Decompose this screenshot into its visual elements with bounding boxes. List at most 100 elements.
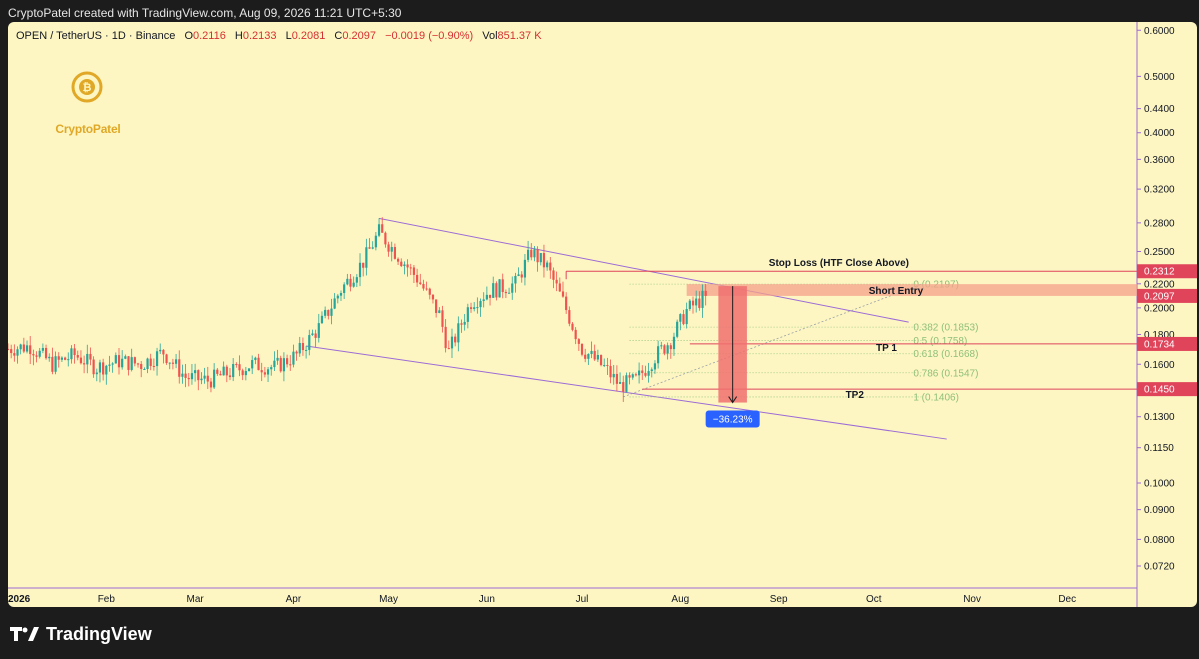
candle-down	[435, 299, 438, 313]
candle-up	[67, 359, 70, 361]
price-chart[interactable]: 0.6000 0.5000 0.4400 0.4000 0.3600 0.3200 0.28…	[8, 22, 1197, 607]
candle-up	[546, 262, 549, 268]
candle-down	[400, 261, 403, 267]
candle-up	[352, 282, 355, 287]
candle-down	[549, 262, 552, 271]
candle-down	[558, 283, 561, 292]
tp2-label: TP2	[846, 390, 865, 401]
candle-up	[336, 295, 339, 299]
candle-up	[105, 365, 108, 375]
candle-down	[599, 354, 603, 366]
candle-down	[571, 323, 574, 330]
last-price-tag-text: 0.2097	[1144, 291, 1175, 302]
y-tick-label: 0.1600	[1144, 360, 1175, 371]
channel-upper-line	[378, 217, 909, 323]
candle-down	[127, 356, 130, 370]
y-tick-label: 0.2800	[1144, 218, 1175, 229]
candle-up	[507, 292, 511, 294]
candle-up	[95, 372, 98, 375]
candle-down	[584, 354, 587, 359]
candle-up	[330, 308, 333, 316]
candle-up	[618, 382, 622, 384]
candle-down	[641, 370, 644, 374]
candle-up	[343, 284, 346, 294]
x-tick-label: Mar	[186, 594, 204, 605]
candle-down	[447, 348, 450, 350]
candle-down	[574, 329, 577, 340]
candle-down	[396, 258, 400, 262]
y-tick-label: 0.3600	[1144, 155, 1175, 166]
candle-down	[327, 309, 330, 316]
candle-down	[301, 343, 305, 351]
candle-up	[16, 349, 19, 356]
candle-up	[339, 293, 343, 296]
y-tick-label: 0.2200	[1144, 279, 1175, 290]
candle-down	[409, 267, 412, 269]
candle-down	[22, 344, 25, 352]
candle-up	[111, 363, 114, 365]
open-label: O	[184, 30, 193, 42]
candle-down	[422, 283, 425, 289]
candle-up	[266, 369, 270, 375]
candle-up	[130, 357, 133, 370]
candle-up	[473, 307, 476, 309]
candle-up	[298, 343, 301, 354]
candle-up	[647, 371, 650, 376]
candle-down	[235, 364, 238, 366]
candle-up	[688, 300, 691, 310]
candle-down	[384, 232, 387, 245]
candle-down	[425, 288, 428, 290]
candle-up	[701, 290, 704, 308]
candle-up	[517, 274, 520, 276]
candle-up	[637, 370, 641, 376]
candle-down	[393, 247, 397, 259]
candle-up	[98, 362, 102, 373]
candle-up	[539, 253, 542, 263]
tp2-price-tag-text: 0.1450	[1144, 385, 1175, 396]
candle-down	[73, 348, 76, 356]
candle-up	[527, 249, 530, 260]
candle-down	[209, 381, 213, 388]
tp1-price-tag-text: 0.1734	[1144, 339, 1175, 350]
candle-up	[333, 298, 336, 309]
y-tick-label: 0.2000	[1144, 303, 1175, 314]
candle-down	[187, 377, 190, 380]
y-tick-label: 0.3200	[1144, 185, 1175, 196]
candle-up	[155, 351, 159, 367]
candle-down	[504, 291, 508, 294]
y-tick-label: 0.4400	[1144, 104, 1175, 115]
candle-up	[479, 300, 482, 308]
candle-up	[38, 350, 41, 357]
candle-down	[444, 326, 447, 349]
candle-down	[29, 345, 32, 355]
candle-down	[79, 357, 83, 364]
symbol-legend[interactable]: OPEN / TetherUS · 1D · Binance O0.2116 H…	[16, 30, 542, 42]
candle-down	[469, 307, 473, 309]
chart-frame[interactable]: 0.6000 0.5000 0.4400 0.4000 0.3600 0.3200 0.28…	[8, 22, 1197, 607]
candle-down	[488, 294, 492, 298]
candle-up	[346, 278, 349, 285]
low-value: 0.2081	[291, 30, 326, 42]
candle-up	[492, 283, 495, 298]
candle-up	[194, 370, 197, 374]
tradingview-brand[interactable]: TradingView	[10, 622, 152, 646]
candle-up	[666, 345, 669, 354]
cryptopatel-logo: ₿ CryptoPatel	[48, 70, 122, 142]
candle-up	[203, 375, 206, 379]
candle-down	[83, 363, 86, 365]
candle-up	[631, 374, 634, 378]
candle-up	[657, 346, 660, 364]
fib-level-label: 1 (0.1406)	[913, 392, 959, 403]
y-tick-label: 0.1300	[1144, 412, 1175, 423]
candle-down	[295, 351, 298, 354]
candle-up	[308, 335, 311, 350]
candle-up	[19, 344, 22, 350]
symbol-name: OPEN / TetherUS · 1D · Binance	[16, 30, 176, 42]
candle-down	[520, 274, 523, 278]
stop-loss-price-tag	[1137, 264, 1197, 279]
candle-up	[533, 249, 536, 258]
x-tick-label: Sep	[770, 594, 788, 605]
candle-down	[568, 310, 571, 324]
candle-up	[587, 354, 590, 359]
candle-down	[682, 314, 685, 325]
